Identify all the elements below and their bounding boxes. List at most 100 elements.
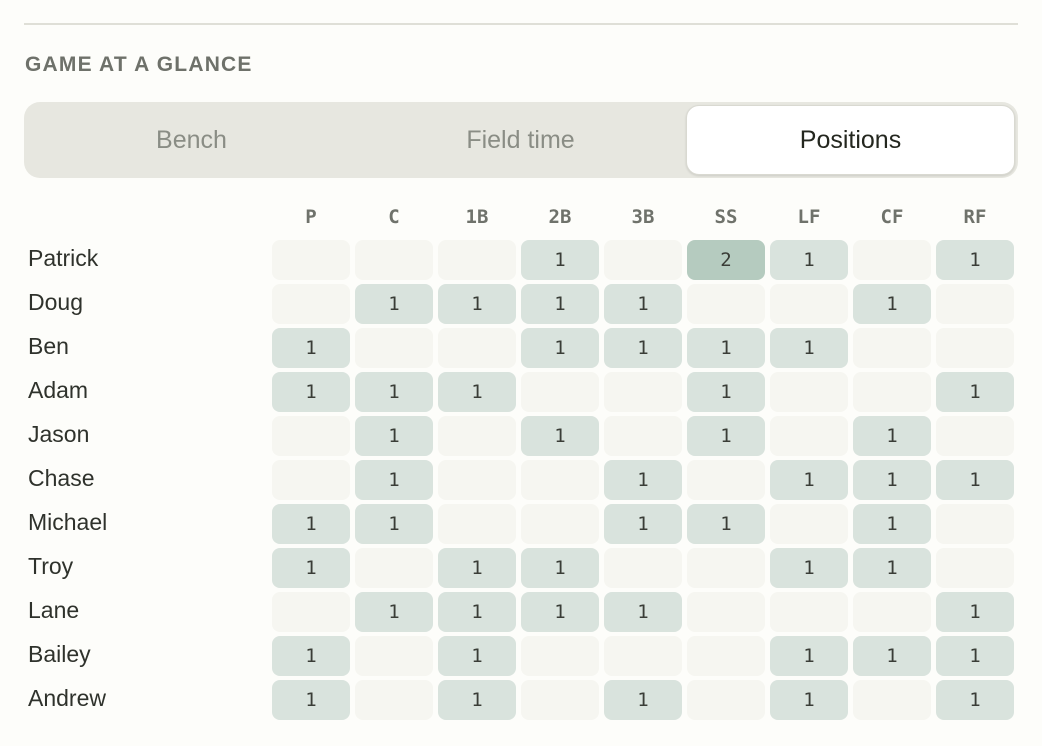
position-cell: 1	[438, 680, 516, 720]
column-header: 2B	[548, 206, 572, 228]
position-cell	[355, 680, 433, 720]
top-divider	[24, 23, 1018, 25]
position-cell: 1	[604, 592, 682, 632]
position-cell	[438, 460, 516, 500]
position-cell: 1	[272, 548, 350, 588]
view-segmented-control: Bench Field time Positions	[24, 102, 1018, 178]
position-cell: 1	[604, 460, 682, 500]
position-cell: 1	[438, 284, 516, 324]
position-cell	[272, 592, 350, 632]
position-cell	[853, 240, 931, 280]
player-name: Michael	[28, 509, 108, 535]
position-cell	[936, 548, 1014, 588]
position-cell	[604, 416, 682, 456]
position-cell	[687, 548, 765, 588]
player-name: Troy	[28, 553, 74, 579]
position-cell: 1	[770, 240, 848, 280]
position-cell: 1	[355, 592, 433, 632]
position-cell	[770, 372, 848, 412]
position-cell	[272, 416, 350, 456]
position-cell	[604, 548, 682, 588]
position-cell: 1	[604, 504, 682, 544]
position-cell	[853, 592, 931, 632]
position-cell	[438, 240, 516, 280]
position-cell: 1	[936, 240, 1014, 280]
position-cell	[687, 636, 765, 676]
position-cell: 1	[770, 680, 848, 720]
position-cell	[272, 284, 350, 324]
position-cell	[853, 372, 931, 412]
position-cell: 1	[853, 636, 931, 676]
player-name: Patrick	[28, 245, 99, 271]
position-cell: 1	[604, 680, 682, 720]
position-cell	[770, 592, 848, 632]
column-header: RF	[963, 206, 987, 228]
position-cell: 1	[272, 504, 350, 544]
position-cell: 1	[438, 548, 516, 588]
position-cell: 1	[687, 416, 765, 456]
position-cell: 1	[770, 548, 848, 588]
position-cell	[770, 284, 848, 324]
position-cell	[770, 416, 848, 456]
player-name: Ben	[28, 333, 69, 359]
position-cell: 1	[853, 460, 931, 500]
position-cell	[438, 328, 516, 368]
position-cell	[853, 680, 931, 720]
position-cell	[687, 460, 765, 500]
player-name: Lane	[28, 597, 80, 623]
position-cell: 1	[604, 328, 682, 368]
position-cell: 1	[770, 460, 848, 500]
position-cell	[936, 504, 1014, 544]
position-cell: 1	[853, 504, 931, 544]
position-cell	[521, 372, 599, 412]
position-cell	[521, 636, 599, 676]
position-cell: 1	[687, 504, 765, 544]
position-cell: 1	[521, 284, 599, 324]
position-cell: 1	[355, 284, 433, 324]
column-header: SS	[714, 206, 738, 228]
position-cell	[936, 416, 1014, 456]
position-cell	[355, 548, 433, 588]
position-cell: 1	[438, 636, 516, 676]
position-cell: 1	[355, 416, 433, 456]
player-name: Chase	[28, 465, 95, 491]
position-cell: 1	[853, 548, 931, 588]
position-cell: 1	[936, 460, 1014, 500]
position-cell	[936, 328, 1014, 368]
position-cell	[604, 636, 682, 676]
position-cell	[438, 504, 516, 544]
position-cell	[272, 460, 350, 500]
tab-positions[interactable]: Positions	[686, 105, 1015, 175]
position-cell: 1	[521, 592, 599, 632]
position-cell: 1	[853, 284, 931, 324]
position-cell: 1	[521, 240, 599, 280]
position-cell: 2	[687, 240, 765, 280]
position-cell	[355, 636, 433, 676]
position-cell: 1	[770, 636, 848, 676]
position-cell	[521, 460, 599, 500]
position-cell: 1	[355, 460, 433, 500]
column-header: C	[388, 206, 400, 228]
position-cell: 1	[355, 372, 433, 412]
tab-bench[interactable]: Bench	[156, 125, 227, 154]
position-cell: 1	[438, 592, 516, 632]
position-cell: 1	[687, 328, 765, 368]
position-cell	[438, 416, 516, 456]
column-header: 3B	[631, 206, 655, 228]
position-cell: 1	[521, 328, 599, 368]
position-cell	[687, 592, 765, 632]
column-header: 1B	[465, 206, 489, 228]
position-cell: 1	[936, 636, 1014, 676]
position-cell: 1	[687, 372, 765, 412]
position-cell	[687, 680, 765, 720]
position-cell	[604, 240, 682, 280]
position-cell: 1	[936, 592, 1014, 632]
position-cell: 1	[853, 416, 931, 456]
section-title: GAME AT A GLANCE	[25, 53, 253, 76]
player-name: Doug	[28, 289, 83, 315]
position-cell: 1	[521, 416, 599, 456]
player-name: Adam	[28, 377, 89, 403]
tab-field-time[interactable]: Field time	[466, 125, 575, 154]
position-cell	[770, 504, 848, 544]
player-name: Bailey	[28, 641, 91, 667]
